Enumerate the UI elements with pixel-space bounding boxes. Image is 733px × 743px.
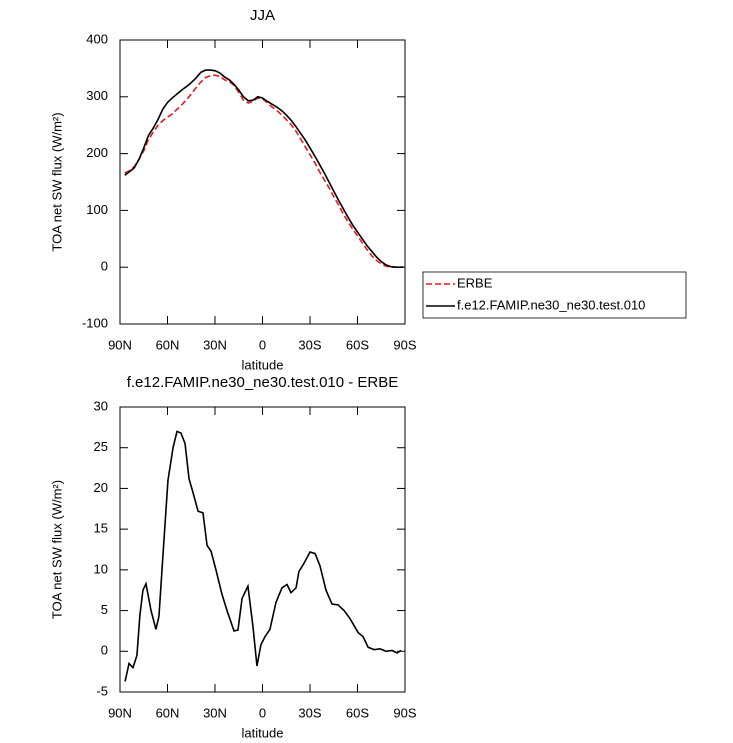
y-tick-label: 100 — [86, 202, 108, 217]
y-tick-label: 0 — [101, 259, 108, 274]
x-tick-label: 30S — [298, 337, 321, 352]
x-tick-label: 30N — [203, 337, 227, 352]
data-line — [124, 430, 402, 682]
y-tick-label: 5 — [101, 602, 108, 617]
y-tick-label: 200 — [86, 145, 108, 160]
legend-label: f.e12.FAMIP.ne30_ne30.test.010 — [457, 297, 645, 312]
data-line — [124, 74, 404, 268]
x-tick-label: 30S — [298, 705, 321, 720]
x-tick-label: 90S — [393, 705, 416, 720]
x-axis-label: latitude — [242, 357, 284, 372]
y-tick-label: 15 — [94, 521, 108, 536]
x-tick-label: 90N — [108, 337, 132, 352]
x-tick-label: 30N — [203, 705, 227, 720]
x-tick-label: 60S — [346, 337, 369, 352]
data-line — [124, 69, 404, 268]
x-tick-label: 60N — [156, 337, 180, 352]
chart-title: f.e12.FAMIP.ne30_ne30.test.010 - ERBE — [127, 374, 399, 391]
x-tick-label: 60N — [156, 705, 180, 720]
y-tick-label: 0 — [101, 643, 108, 658]
x-tick-label: 60S — [346, 705, 369, 720]
plot-frame — [119, 39, 406, 325]
y-tick-label: 25 — [94, 439, 108, 454]
legend-label: ERBE — [457, 275, 493, 290]
y-axis-label: TOA net SW flux (W/m²) — [49, 480, 64, 619]
legend-box — [422, 271, 687, 319]
y-tick-label: 30 — [94, 398, 108, 413]
y-tick-label: -5 — [96, 683, 108, 698]
x-tick-label: 0 — [259, 705, 266, 720]
y-tick-label: 400 — [86, 31, 108, 46]
y-tick-label: -100 — [82, 315, 108, 330]
x-tick-label: 90S — [393, 337, 416, 352]
y-tick-label: 300 — [86, 88, 108, 103]
x-tick-label: 90N — [108, 705, 132, 720]
y-tick-label: 20 — [94, 480, 108, 495]
y-axis-label: TOA net SW flux (W/m²) — [49, 112, 64, 251]
y-tick-label: 10 — [94, 561, 108, 576]
x-tick-label: 0 — [259, 337, 266, 352]
chart-title: JJA — [250, 7, 275, 24]
x-axis-label: latitude — [242, 725, 284, 740]
